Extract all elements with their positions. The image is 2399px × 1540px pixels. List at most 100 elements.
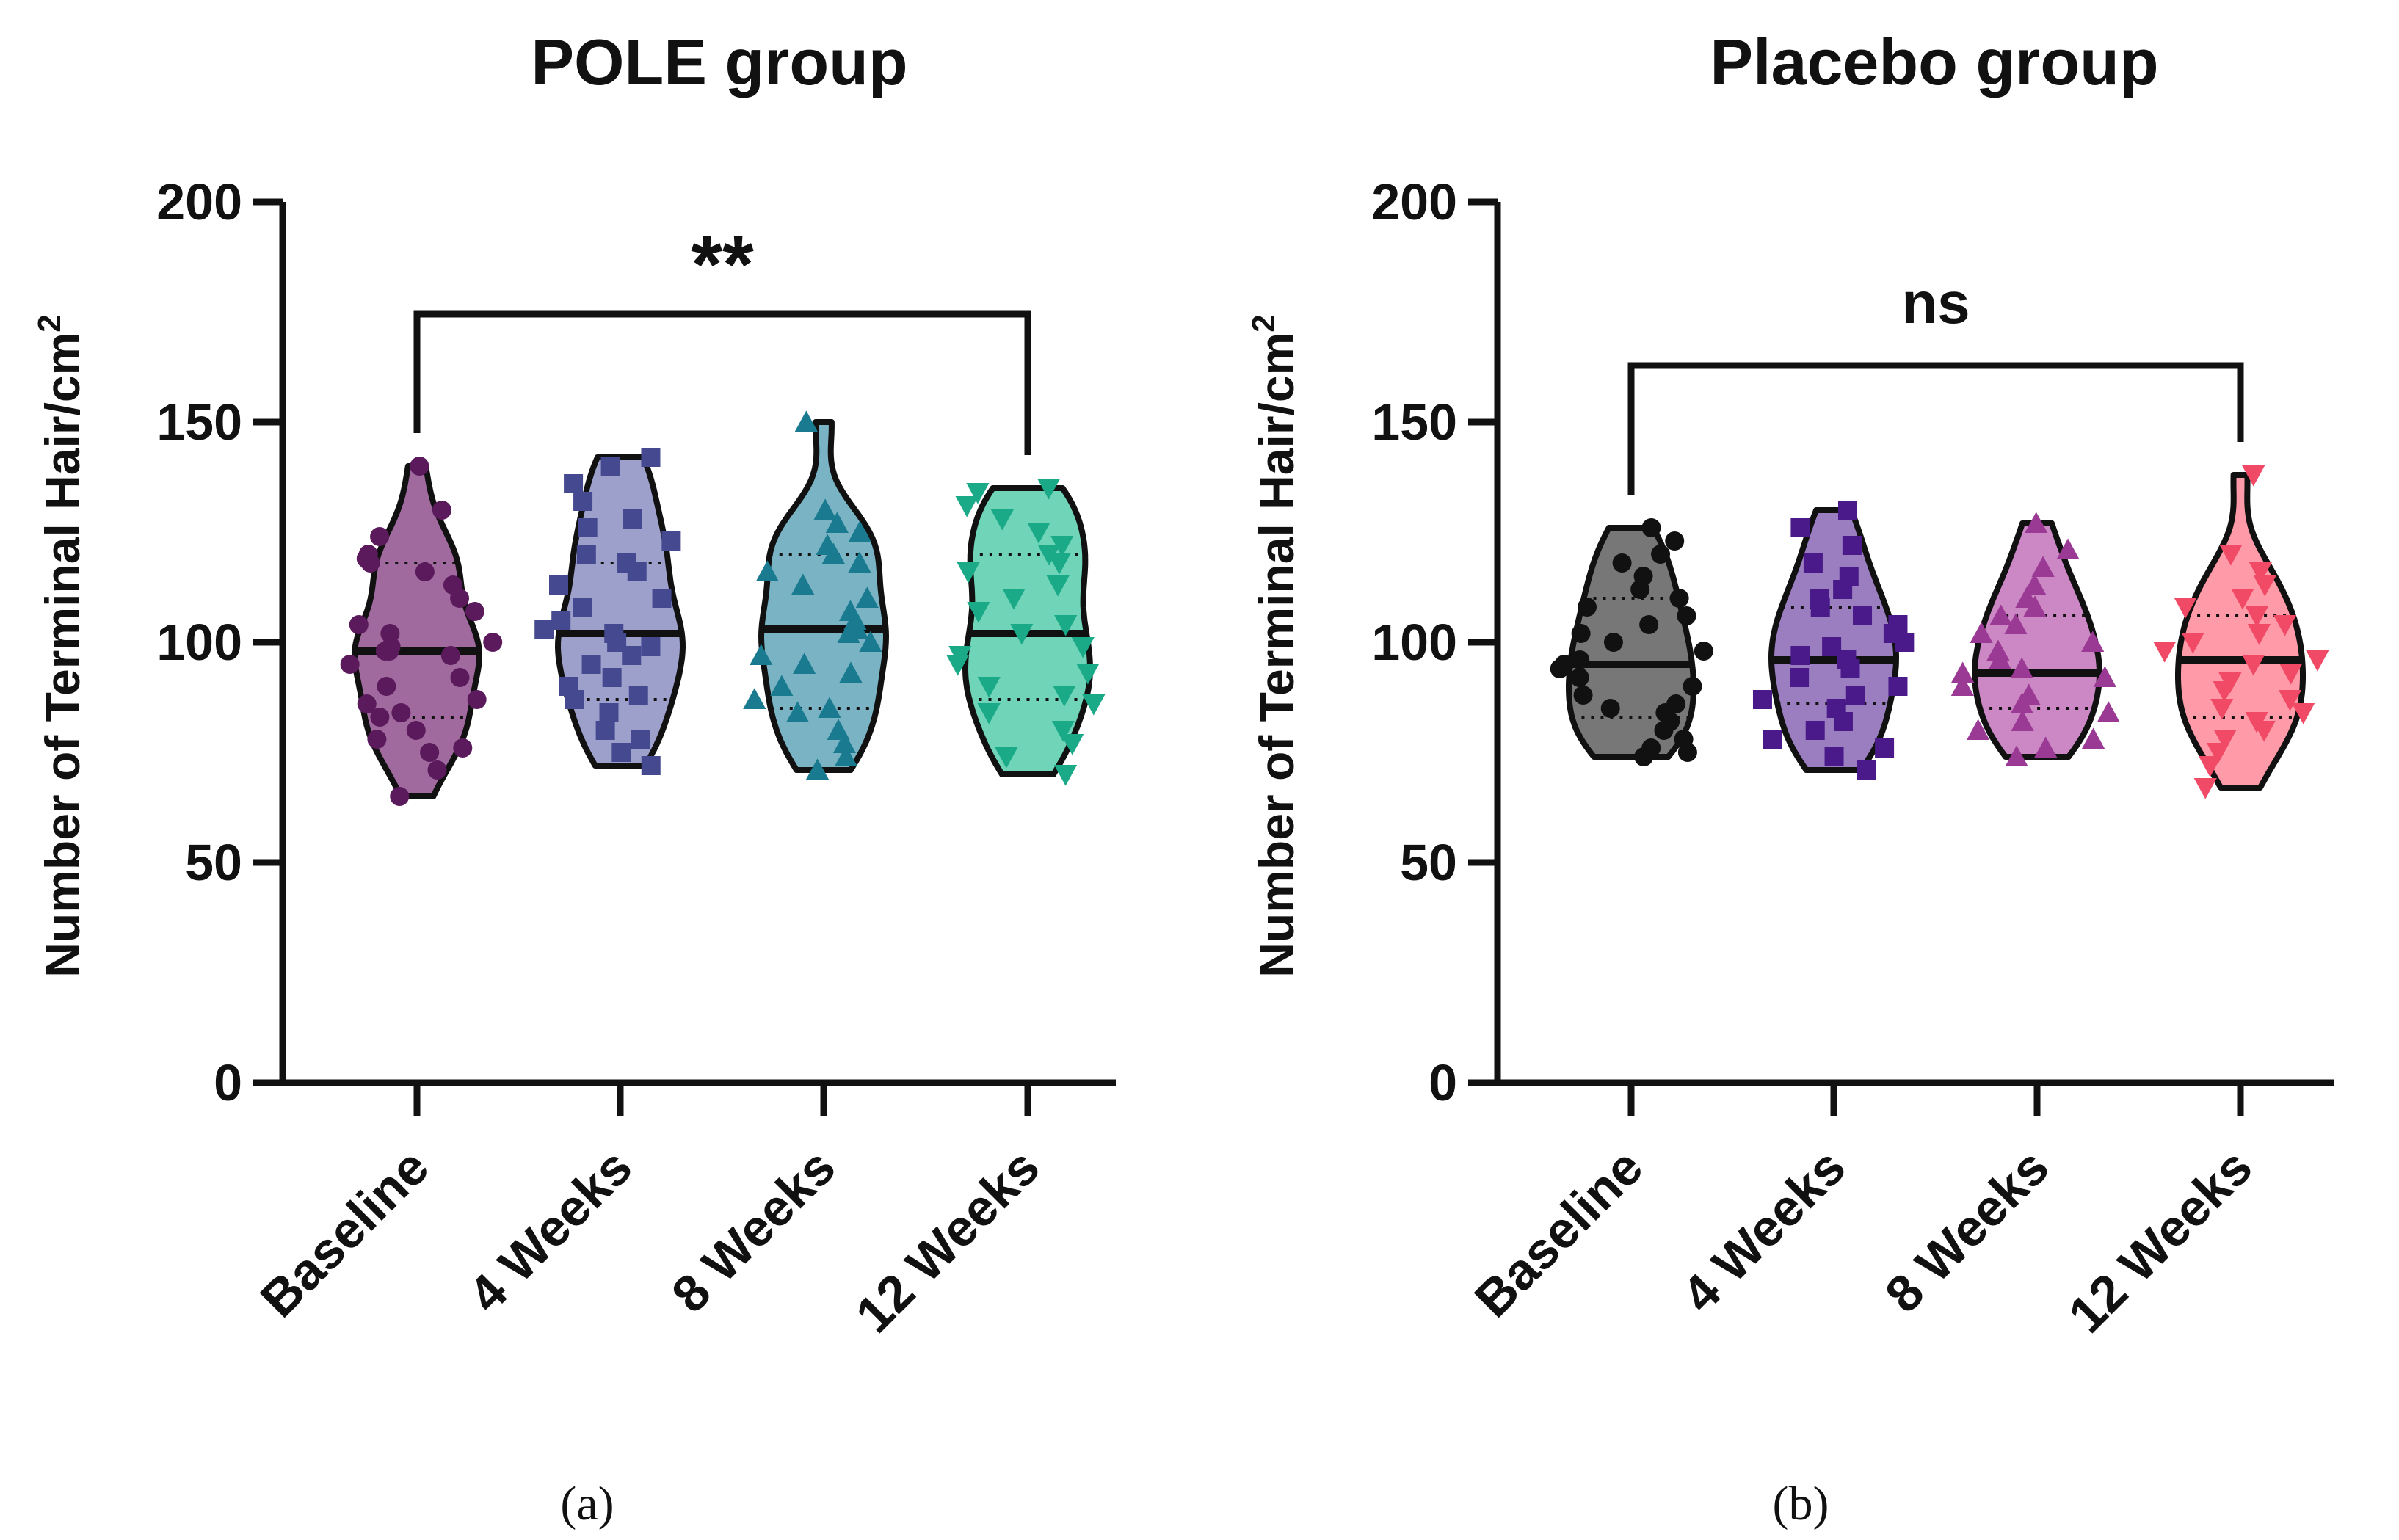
data-point <box>600 457 620 476</box>
data-point <box>549 575 569 595</box>
data-point <box>1612 553 1632 573</box>
data-point <box>2219 545 2243 566</box>
data-point <box>1054 615 1078 636</box>
data-point <box>1076 664 1100 685</box>
data-point <box>581 655 601 674</box>
data-point <box>1633 567 1653 586</box>
data-point <box>834 745 858 766</box>
data-point <box>755 560 779 581</box>
data-point <box>578 518 598 537</box>
chart-title: Placebo group <box>1710 26 2158 98</box>
data-point <box>2181 633 2204 654</box>
data-point <box>1674 730 1694 749</box>
data-point <box>2022 573 2047 595</box>
panel-label: (a) <box>560 1477 614 1530</box>
data-point <box>1600 699 1620 718</box>
data-point <box>1837 501 1857 520</box>
x-tick-label: 8 Weeks <box>661 1138 846 1323</box>
data-point <box>1810 589 1829 608</box>
data-point <box>2213 730 2237 751</box>
data-point <box>1950 675 1975 696</box>
data-point <box>1577 598 1597 617</box>
data-point <box>1839 567 1859 586</box>
data-point <box>2093 666 2116 687</box>
data-point <box>2249 562 2272 584</box>
panel-label: (b) <box>1773 1477 1829 1530</box>
data-point <box>1803 553 1823 573</box>
panel-pole: POLE group Number of Terminal Hair/cm2 0… <box>32 26 1116 1530</box>
data-point <box>1805 721 1825 740</box>
data-point <box>990 509 1014 531</box>
data-point <box>793 653 816 674</box>
data-point <box>839 661 863 683</box>
data-point <box>370 527 390 546</box>
data-point <box>848 551 871 573</box>
data-point <box>1790 646 1810 665</box>
data-point <box>1822 637 1842 656</box>
data-point <box>2081 727 2105 749</box>
data-point <box>2231 589 2254 610</box>
data-point <box>2210 699 2234 720</box>
data-point <box>2005 745 2028 766</box>
data-point <box>467 690 487 709</box>
data-point <box>1641 738 1661 758</box>
x-tick-label: 4 Weeks <box>1671 1138 1856 1323</box>
data-point <box>427 760 447 780</box>
data-point <box>2034 736 2058 758</box>
data-point <box>2218 672 2242 694</box>
y-tick-label: 150 <box>156 393 242 451</box>
data-point <box>794 410 818 432</box>
y-tick-label: 0 <box>214 1054 242 1111</box>
data-point <box>832 732 857 753</box>
x-tick-label: 12 Weeks <box>2058 1138 2263 1343</box>
data-point <box>2291 703 2315 724</box>
data-point <box>465 602 484 621</box>
data-point <box>1071 637 1095 658</box>
data-point <box>967 602 990 623</box>
data-point <box>1048 553 1071 575</box>
data-point <box>340 655 360 674</box>
data-point <box>652 589 672 608</box>
data-point <box>805 758 830 780</box>
data-point <box>483 633 503 652</box>
violin-body <box>1972 520 2102 760</box>
data-point <box>2245 606 2268 628</box>
y-tick-label: 50 <box>185 834 242 891</box>
data-point <box>1037 545 1061 566</box>
violin-baseline <box>340 457 503 806</box>
data-point <box>420 743 440 762</box>
data-point <box>453 738 473 758</box>
data-point <box>2017 683 2041 705</box>
data-point <box>2279 664 2303 685</box>
data-point <box>2097 701 2120 722</box>
data-point <box>1677 606 1696 625</box>
data-point <box>785 701 810 722</box>
data-point <box>443 575 462 595</box>
data-point <box>1061 734 1084 755</box>
violin-4-weeks <box>1752 501 1915 780</box>
data-point <box>1790 668 1810 687</box>
data-point <box>1027 523 1050 544</box>
data-point <box>440 646 460 665</box>
data-point <box>1569 668 1589 687</box>
data-point <box>1888 615 1908 634</box>
data-point <box>2004 613 2028 634</box>
violin-4-weeks <box>534 448 686 775</box>
data-point <box>1853 606 1873 625</box>
data-point <box>1571 624 1591 643</box>
y-tick-label: 200 <box>1371 173 1457 230</box>
y-axis-label: Number of Terminal Hair/cm2 <box>32 314 90 977</box>
data-point <box>848 520 871 542</box>
data-point <box>825 512 849 533</box>
data-point <box>1694 642 1713 661</box>
data-point <box>349 615 369 634</box>
data-point <box>827 719 850 740</box>
data-point <box>559 677 578 696</box>
data-point <box>1641 518 1661 537</box>
data-point <box>551 611 571 630</box>
violin-12-weeks <box>946 479 1106 786</box>
data-point <box>743 688 766 709</box>
data-point <box>611 743 631 762</box>
data-point <box>2245 712 2268 733</box>
